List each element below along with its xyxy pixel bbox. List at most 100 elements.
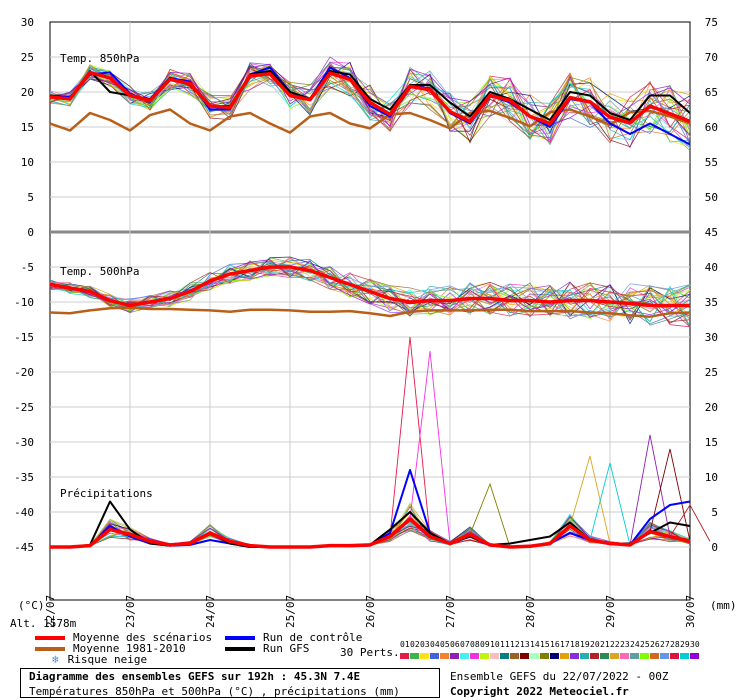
member-number: 17 [560,640,570,649]
left-tick-label: 0 [27,226,34,239]
member-number: 05 [440,640,450,649]
right-tick-label: 25 [705,366,718,379]
member-swatch [610,652,619,659]
left-tick-label: -15 [14,331,34,344]
member-swatch [480,652,489,659]
member-spike [589,462,631,546]
member-swatch [690,652,699,659]
precip-mean-line [50,517,691,549]
member-line [49,63,691,127]
x-tick-label: 27/07 [444,595,457,628]
legend-mean-label: Moyenne des scénarios [73,631,213,644]
member-swatch [430,652,439,659]
legend-snow-label: Risque neige [67,653,148,666]
left-tick-label: 25 [21,51,34,64]
perts-label: 30 Perts. [340,646,400,659]
member-swatch [680,652,689,659]
member-number: 19 [580,640,590,649]
member-spike [389,336,431,537]
snowflake-icon: ❄ [52,653,59,666]
chart-axes: 302520151050-5-10-15-20-25-30-35-40-4575… [14,16,736,628]
member-color-bar: 0102030405060708091011121314151617181920… [400,640,700,660]
member-spike [469,482,511,548]
member-swatch [440,652,449,659]
member-number: 24 [630,640,640,649]
ensemble-chart: 302520151050-5-10-15-20-25-30-35-40-4575… [14,16,736,628]
member-number: 07 [460,640,470,649]
member-number: 06 [450,640,460,649]
chart-subtitle: Températures 850hPa et 500hPa (°C) , pré… [29,685,400,698]
member-number: 12 [510,640,520,649]
member-swatch [410,652,419,659]
member-number: 14 [530,640,540,649]
member-number: 22 [610,640,620,649]
member-spike [569,455,611,544]
legend: Moyenne des scénarios Moyenne 1981-2010 … [0,630,740,666]
member-number: 20 [590,640,600,649]
panel-label-t850: Temp. 850hPa [60,52,139,65]
run-label: Ensemble GEFS du 22/07/2022 - 00Z [450,670,669,683]
legend-clim-label: Moyenne 1981-2010 [73,642,186,655]
left-tick-label: -20 [14,366,34,379]
member-number: 26 [650,640,660,649]
left-tick-label: -35 [14,471,34,484]
member-swatch [520,652,529,659]
right-tick-label: 40 [705,261,718,274]
left-tick-label: 15 [21,121,34,134]
x-tick-label: 24/07 [204,595,217,628]
left-unit-label: (°C) [18,599,45,612]
legend-control: Run de contrôle [225,631,362,644]
x-tick-label: 30/07 [684,595,697,628]
x-tick-label: 26/07 [364,595,377,628]
legend-control-swatch [225,636,255,640]
member-swatch [670,652,679,659]
member-line [49,63,691,143]
member-spike [409,350,451,544]
member-number: 10 [490,640,500,649]
member-number: 30 [690,640,700,649]
right-tick-label: 0 [711,541,718,554]
legend-clim: Moyenne 1981-2010 [35,642,186,655]
member-number: 23 [620,640,630,649]
member-swatch [560,652,569,659]
member-number-row: 0102030405060708091011121314151617181920… [400,640,700,649]
legend-gfs: Run GFS [225,642,309,655]
member-number: 08 [470,640,480,649]
member-number: 18 [570,640,580,649]
panel-label-t500: Temp. 500hPa [60,265,139,278]
legend-clim-swatch [35,647,65,651]
member-spike [629,434,671,545]
legend-gfs-label: Run GFS [263,642,310,655]
member-number: 11 [500,640,510,649]
x-tick-label: 28/07 [524,595,537,628]
x-tick-label: 29/07 [604,595,617,628]
member-number: 25 [640,640,650,649]
member-number: 09 [480,640,490,649]
right-tick-label: 45 [705,226,718,239]
member-swatch [630,652,639,659]
left-tick-label: 5 [27,191,34,204]
member-swatch [460,652,469,659]
right-unit-label: (mm) [710,599,737,612]
member-swatch [500,652,509,659]
legend-mean: Moyenne des scénarios [35,631,212,644]
member-swatch [660,652,669,659]
member-swatch [640,652,649,659]
member-line [49,68,691,141]
x-tick-label: 25/07 [284,595,297,628]
member-number: 29 [680,640,690,649]
member-swatch [650,652,659,659]
legend-snow: ❄ Risque neige [52,653,147,666]
member-swatch [600,652,609,659]
title-box: Diagramme des ensembles GEFS sur 192h : … [20,668,440,698]
right-tick-label: 70 [705,51,718,64]
member-swatch [510,652,519,659]
member-swatch [530,652,539,659]
member-line [49,257,691,315]
left-tick-label: -40 [14,506,34,519]
legend-control-label: Run de contrôle [263,631,363,644]
member-number: 03 [420,640,430,649]
member-number: 01 [400,640,410,649]
left-tick-label: -10 [14,296,34,309]
right-tick-label: 5 [711,506,718,519]
